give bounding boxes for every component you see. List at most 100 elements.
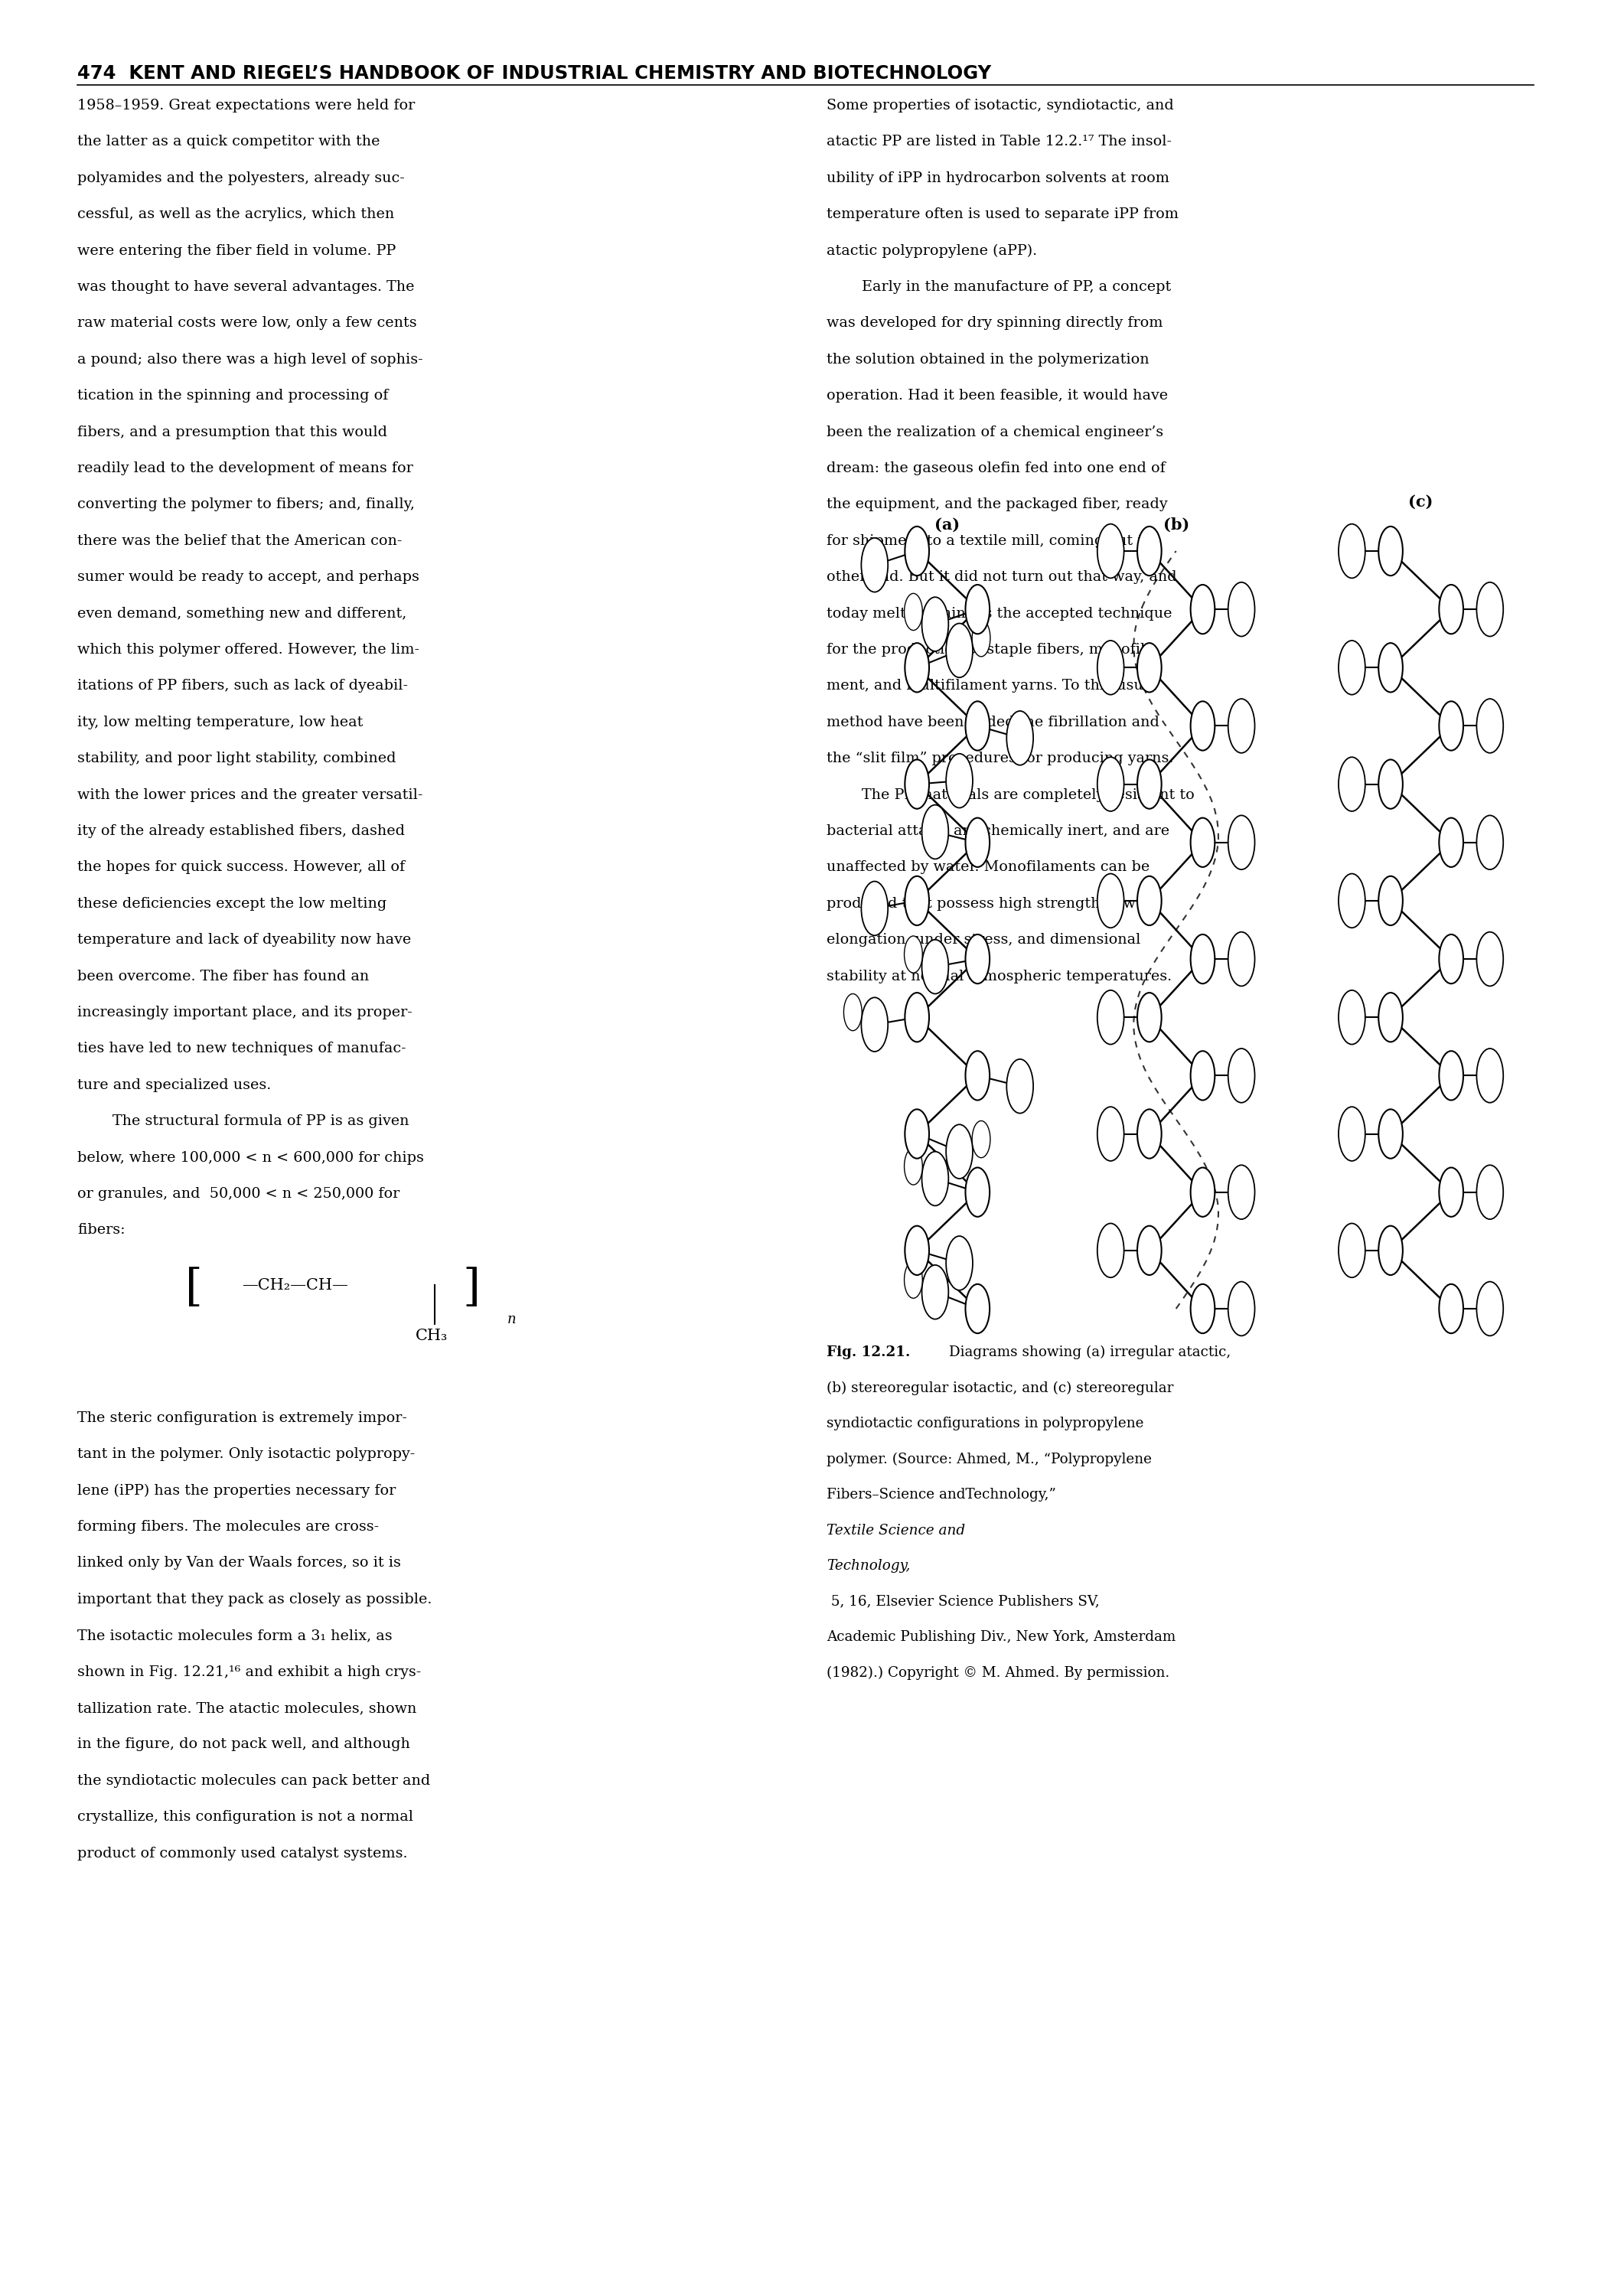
Ellipse shape [1339, 641, 1365, 696]
Ellipse shape [1439, 1169, 1463, 1217]
Text: in the figure, do not pack well, and although: in the figure, do not pack well, and alt… [77, 1738, 411, 1752]
Ellipse shape [862, 537, 888, 592]
Ellipse shape [1339, 990, 1365, 1045]
Ellipse shape [1477, 1281, 1503, 1336]
Text: sumer would be ready to accept, and perhaps: sumer would be ready to accept, and perh… [77, 569, 419, 583]
Text: Diagrams showing (a) irregular atactic,: Diagrams showing (a) irregular atactic, [944, 1345, 1231, 1359]
Ellipse shape [1228, 698, 1255, 753]
Ellipse shape [1228, 583, 1255, 636]
Text: cessful, as well as the acrylics, which then: cessful, as well as the acrylics, which … [77, 207, 395, 220]
Text: the solution obtained in the polymerization: the solution obtained in the polymerizat… [826, 354, 1149, 367]
Text: (c): (c) [1408, 494, 1434, 510]
Ellipse shape [904, 1148, 923, 1185]
Ellipse shape [1191, 700, 1215, 751]
Ellipse shape [1228, 815, 1255, 870]
Ellipse shape [1379, 643, 1403, 691]
Text: for the production of staple fibers, monofila-: for the production of staple fibers, mon… [826, 643, 1158, 657]
Text: produced that possess high strength, low: produced that possess high strength, low [826, 898, 1136, 912]
Text: The isotactic molecules form a 3₁ helix, as: The isotactic molecules form a 3₁ helix,… [77, 1628, 393, 1642]
Text: polyamides and the polyesters, already suc-: polyamides and the polyesters, already s… [77, 172, 404, 186]
Text: stability, and poor light stability, combined: stability, and poor light stability, com… [77, 751, 396, 765]
Ellipse shape [1439, 817, 1463, 868]
Text: 5, 16, Elsevier Science Publishers SV,: 5, 16, Elsevier Science Publishers SV, [826, 1596, 1099, 1609]
Ellipse shape [965, 817, 989, 868]
Text: important that they pack as closely as possible.: important that they pack as closely as p… [77, 1593, 432, 1607]
Ellipse shape [1137, 643, 1162, 691]
Text: [: [ [185, 1267, 203, 1309]
Ellipse shape [921, 806, 949, 859]
Text: been the realization of a chemical engineer’s: been the realization of a chemical engin… [826, 425, 1163, 439]
Text: raw material costs were low, only a few cents: raw material costs were low, only a few … [77, 317, 417, 331]
Text: Some properties of isotactic, syndiotactic, and: Some properties of isotactic, syndiotact… [826, 99, 1174, 113]
Text: temperature and lack of dyeability now have: temperature and lack of dyeability now h… [77, 932, 411, 946]
Ellipse shape [1191, 817, 1215, 868]
Ellipse shape [1477, 698, 1503, 753]
Ellipse shape [965, 1283, 989, 1334]
Text: Fibers–Science andTechnology,”: Fibers–Science andTechnology,” [826, 1488, 1060, 1502]
Text: temperature often is used to separate iPP from: temperature often is used to separate iP… [826, 207, 1179, 220]
Ellipse shape [1339, 875, 1365, 928]
Text: shown in Fig. 12.21,¹⁶ and exhibit a high crys-: shown in Fig. 12.21,¹⁶ and exhibit a hig… [77, 1665, 420, 1678]
Text: tication in the spinning and processing of: tication in the spinning and processing … [77, 388, 388, 402]
Ellipse shape [921, 1153, 949, 1205]
Ellipse shape [1379, 992, 1403, 1042]
Text: (b): (b) [1163, 517, 1189, 533]
Ellipse shape [1191, 1283, 1215, 1334]
Ellipse shape [1339, 758, 1365, 810]
Ellipse shape [1228, 1164, 1255, 1219]
Text: ity, low melting temperature, low heat: ity, low melting temperature, low heat [77, 716, 362, 730]
Ellipse shape [905, 643, 930, 691]
Ellipse shape [1379, 526, 1403, 576]
Ellipse shape [965, 585, 989, 634]
Text: product of commonly used catalyst systems.: product of commonly used catalyst system… [77, 1846, 408, 1860]
Text: 474  KENT AND RIEGEL’S HANDBOOK OF INDUSTRIAL CHEMISTRY AND BIOTECHNOLOGY: 474 KENT AND RIEGEL’S HANDBOOK OF INDUST… [77, 64, 991, 83]
Ellipse shape [844, 994, 862, 1031]
Ellipse shape [921, 597, 949, 652]
Ellipse shape [1477, 1164, 1503, 1219]
Ellipse shape [862, 882, 888, 934]
Ellipse shape [1477, 1049, 1503, 1102]
Ellipse shape [905, 992, 930, 1042]
Ellipse shape [1097, 990, 1124, 1045]
Text: the equipment, and the packaged fiber, ready: the equipment, and the packaged fiber, r… [826, 498, 1168, 512]
Ellipse shape [1439, 1052, 1463, 1100]
Text: The steric configuration is extremely impor-: The steric configuration is extremely im… [77, 1412, 408, 1426]
Ellipse shape [1439, 934, 1463, 983]
Ellipse shape [1379, 877, 1403, 925]
Ellipse shape [1339, 523, 1365, 579]
Ellipse shape [965, 1169, 989, 1217]
Ellipse shape [1228, 1049, 1255, 1102]
Ellipse shape [1191, 585, 1215, 634]
Text: fibers, and a presumption that this would: fibers, and a presumption that this woul… [77, 425, 387, 439]
Ellipse shape [971, 620, 991, 657]
Text: Early in the manufacture of PP, a concept: Early in the manufacture of PP, a concep… [862, 280, 1171, 294]
Text: The structural formula of PP is as given: The structural formula of PP is as given [113, 1114, 409, 1127]
Text: stability at normal atmospheric temperatures.: stability at normal atmospheric temperat… [826, 969, 1171, 983]
Text: even demand, something new and different,: even demand, something new and different… [77, 606, 406, 620]
Text: —CH₂—CH—: —CH₂—CH— [242, 1279, 348, 1293]
Text: the “slit film” procedures for producing yarns.: the “slit film” procedures for producing… [826, 751, 1173, 765]
Text: which this polymer offered. However, the lim-: which this polymer offered. However, the… [77, 643, 419, 657]
Ellipse shape [1191, 1169, 1215, 1217]
Ellipse shape [1097, 875, 1124, 928]
Text: atactic PP are listed in Table 12.2.¹⁷ The insol-: atactic PP are listed in Table 12.2.¹⁷ T… [826, 135, 1171, 149]
Text: (a): (a) [934, 517, 960, 533]
Text: ties have led to new techniques of manufac-: ties have led to new techniques of manuf… [77, 1042, 406, 1056]
Ellipse shape [1191, 1052, 1215, 1100]
Ellipse shape [1228, 1281, 1255, 1336]
Ellipse shape [921, 939, 949, 994]
Ellipse shape [1137, 526, 1162, 576]
Ellipse shape [965, 700, 989, 751]
Ellipse shape [1228, 932, 1255, 985]
Text: The PP materials are completely resistant to: The PP materials are completely resistan… [862, 788, 1195, 801]
Ellipse shape [1339, 1224, 1365, 1277]
Ellipse shape [1439, 585, 1463, 634]
Text: elongation  under stress, and dimensional: elongation under stress, and dimensional [826, 932, 1141, 946]
Ellipse shape [1477, 583, 1503, 636]
Ellipse shape [1439, 1283, 1463, 1334]
Text: readily lead to the development of means for: readily lead to the development of means… [77, 461, 412, 475]
Ellipse shape [1439, 700, 1463, 751]
Text: atactic polypropylene (aPP).: atactic polypropylene (aPP). [826, 243, 1037, 257]
Text: was developed for dry spinning directly from: was developed for dry spinning directly … [826, 317, 1163, 331]
Ellipse shape [946, 1125, 973, 1178]
